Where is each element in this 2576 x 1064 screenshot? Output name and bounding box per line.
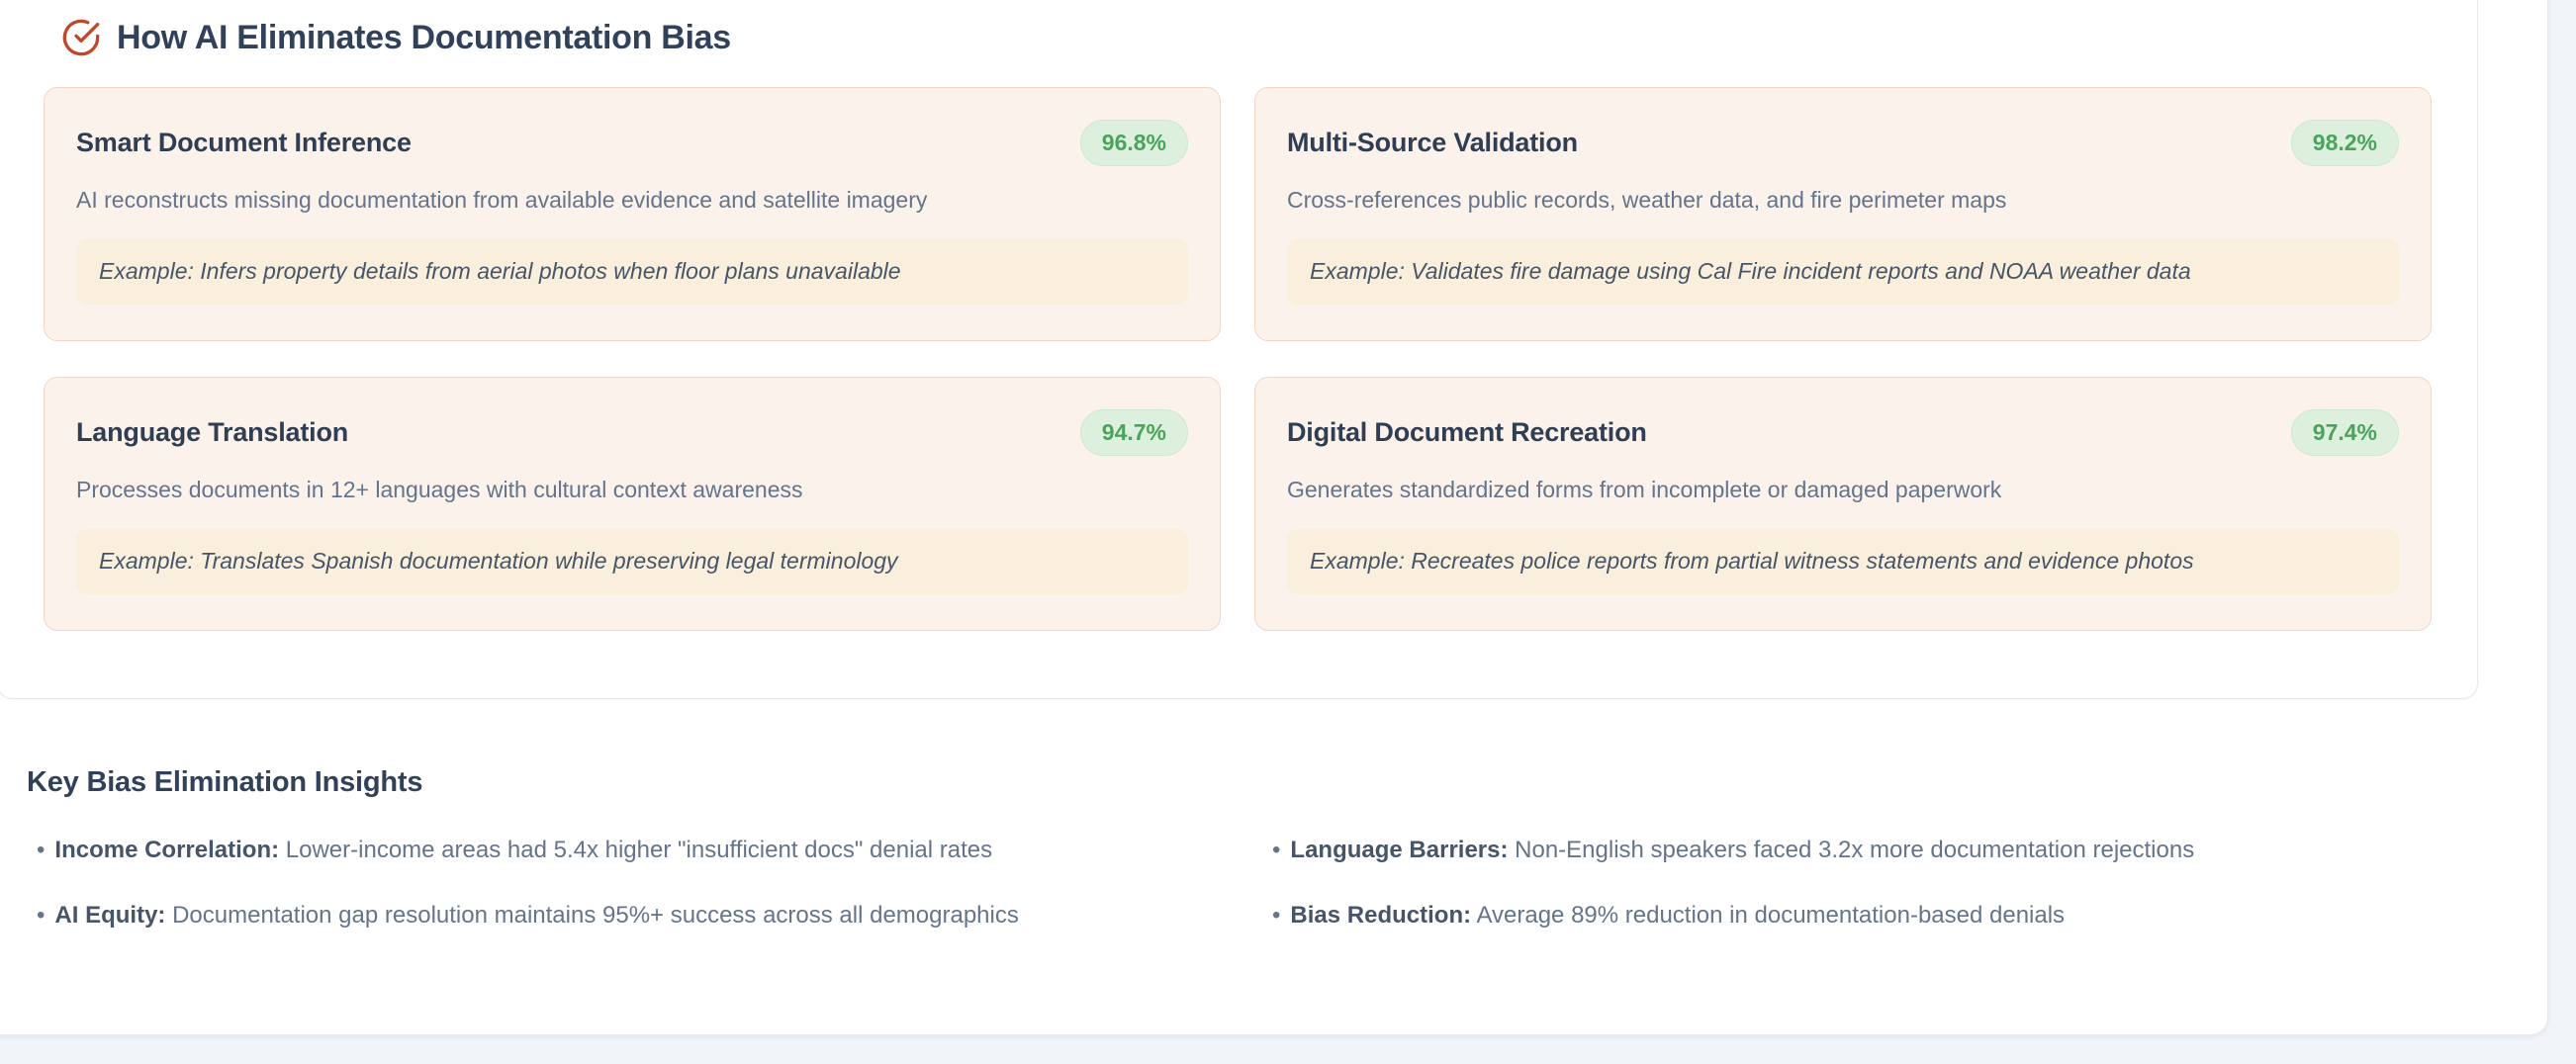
insight-label: Language Barriers: (1290, 837, 1509, 863)
card-example: Example: Translates Spanish documentatio… (76, 528, 1188, 594)
accuracy-badge: 98.2% (2290, 120, 2399, 166)
check-circle-icon (62, 19, 100, 56)
card-header: Multi-Source Validation 98.2% (1287, 120, 2399, 166)
accuracy-badge: 94.7% (1079, 409, 1188, 456)
capability-cards-grid: Smart Document Inference 96.8% AI recons… (0, 57, 2477, 631)
key-insights-section: Key Bias Elimination Insights • Income Co… (27, 766, 2478, 932)
content-card: How AI Eliminates Documentation Bias Sma… (0, 0, 2548, 1035)
capability-card-digital-document-recreation: Digital Document Recreation 97.4% Genera… (1254, 377, 2432, 631)
card-title: Smart Document Inference (76, 127, 412, 157)
card-description: Cross-references public records, weather… (1287, 186, 2007, 213)
insight-label: Income Correlation: (54, 837, 280, 863)
insight-text: Average 89% reduction in documentation-b… (1476, 902, 2066, 930)
card-header: Language Translation 94.7% (76, 409, 1188, 456)
accuracy-badge: 96.8% (1079, 120, 1188, 166)
bullet-icon: • (1272, 902, 1281, 930)
insight-income-correlation: • Income Correlation: Lower-income areas … (37, 835, 1242, 866)
card-header: Smart Document Inference 96.8% (76, 120, 1188, 166)
capability-card-multi-source-validation: Multi-Source Validation 98.2% Cross-refe… (1254, 87, 2432, 341)
card-example: Example: Recreates police reports from p… (1287, 528, 2399, 594)
insights-title: Key Bias Elimination Insights (27, 766, 423, 798)
insight-label: AI Equity: (54, 902, 166, 930)
card-title: Multi-Source Validation (1287, 127, 1578, 157)
insight-language-barriers: • Language Barriers: Non-English speakers… (1272, 835, 2478, 866)
card-example: Example: Validates fire damage using Cal… (1287, 238, 2399, 305)
capability-card-smart-document-inference: Smart Document Inference 96.8% AI recons… (44, 87, 1221, 341)
card-description: AI reconstructs missing documentation fr… (76, 186, 928, 213)
card-description: Generates standardized forms from incomp… (1287, 476, 2002, 502)
insights-grid: • Income Correlation: Lower-income areas … (37, 835, 2478, 932)
insight-text: Non-English speakers faced 3.2x more doc… (1515, 837, 2195, 863)
bullet-icon: • (1272, 837, 1281, 863)
bullet-icon: • (37, 902, 46, 930)
insight-bias-reduction: • Bias Reduction: Average 89% reduction i… (1272, 900, 2478, 931)
card-header: Digital Document Recreation 97.4% (1287, 409, 2399, 456)
bullet-icon: • (37, 837, 46, 863)
card-example: Example: Infers property details from ae… (76, 238, 1188, 305)
accuracy-badge: 97.4% (2290, 409, 2399, 456)
panel-header: How AI Eliminates Documentation Bias (0, 0, 2477, 57)
panel-title: How AI Eliminates Documentation Bias (117, 18, 731, 56)
card-title: Digital Document Recreation (1287, 416, 1647, 447)
card-description: Processes documents in 12+ languages wit… (76, 476, 803, 502)
ai-documentation-bias-panel: How AI Eliminates Documentation Bias Sma… (0, 0, 2478, 699)
capability-card-language-translation: Language Translation 94.7% Processes doc… (44, 377, 1221, 631)
insight-label: Bias Reduction: (1290, 902, 1472, 930)
insight-text: Documentation gap resolution maintains 9… (172, 902, 1019, 930)
insight-ai-equity: • AI Equity: Documentation gap resolution… (37, 900, 1242, 931)
card-title: Language Translation (76, 416, 349, 447)
insight-text: Lower-income areas had 5.4x higher "insu… (285, 837, 993, 863)
